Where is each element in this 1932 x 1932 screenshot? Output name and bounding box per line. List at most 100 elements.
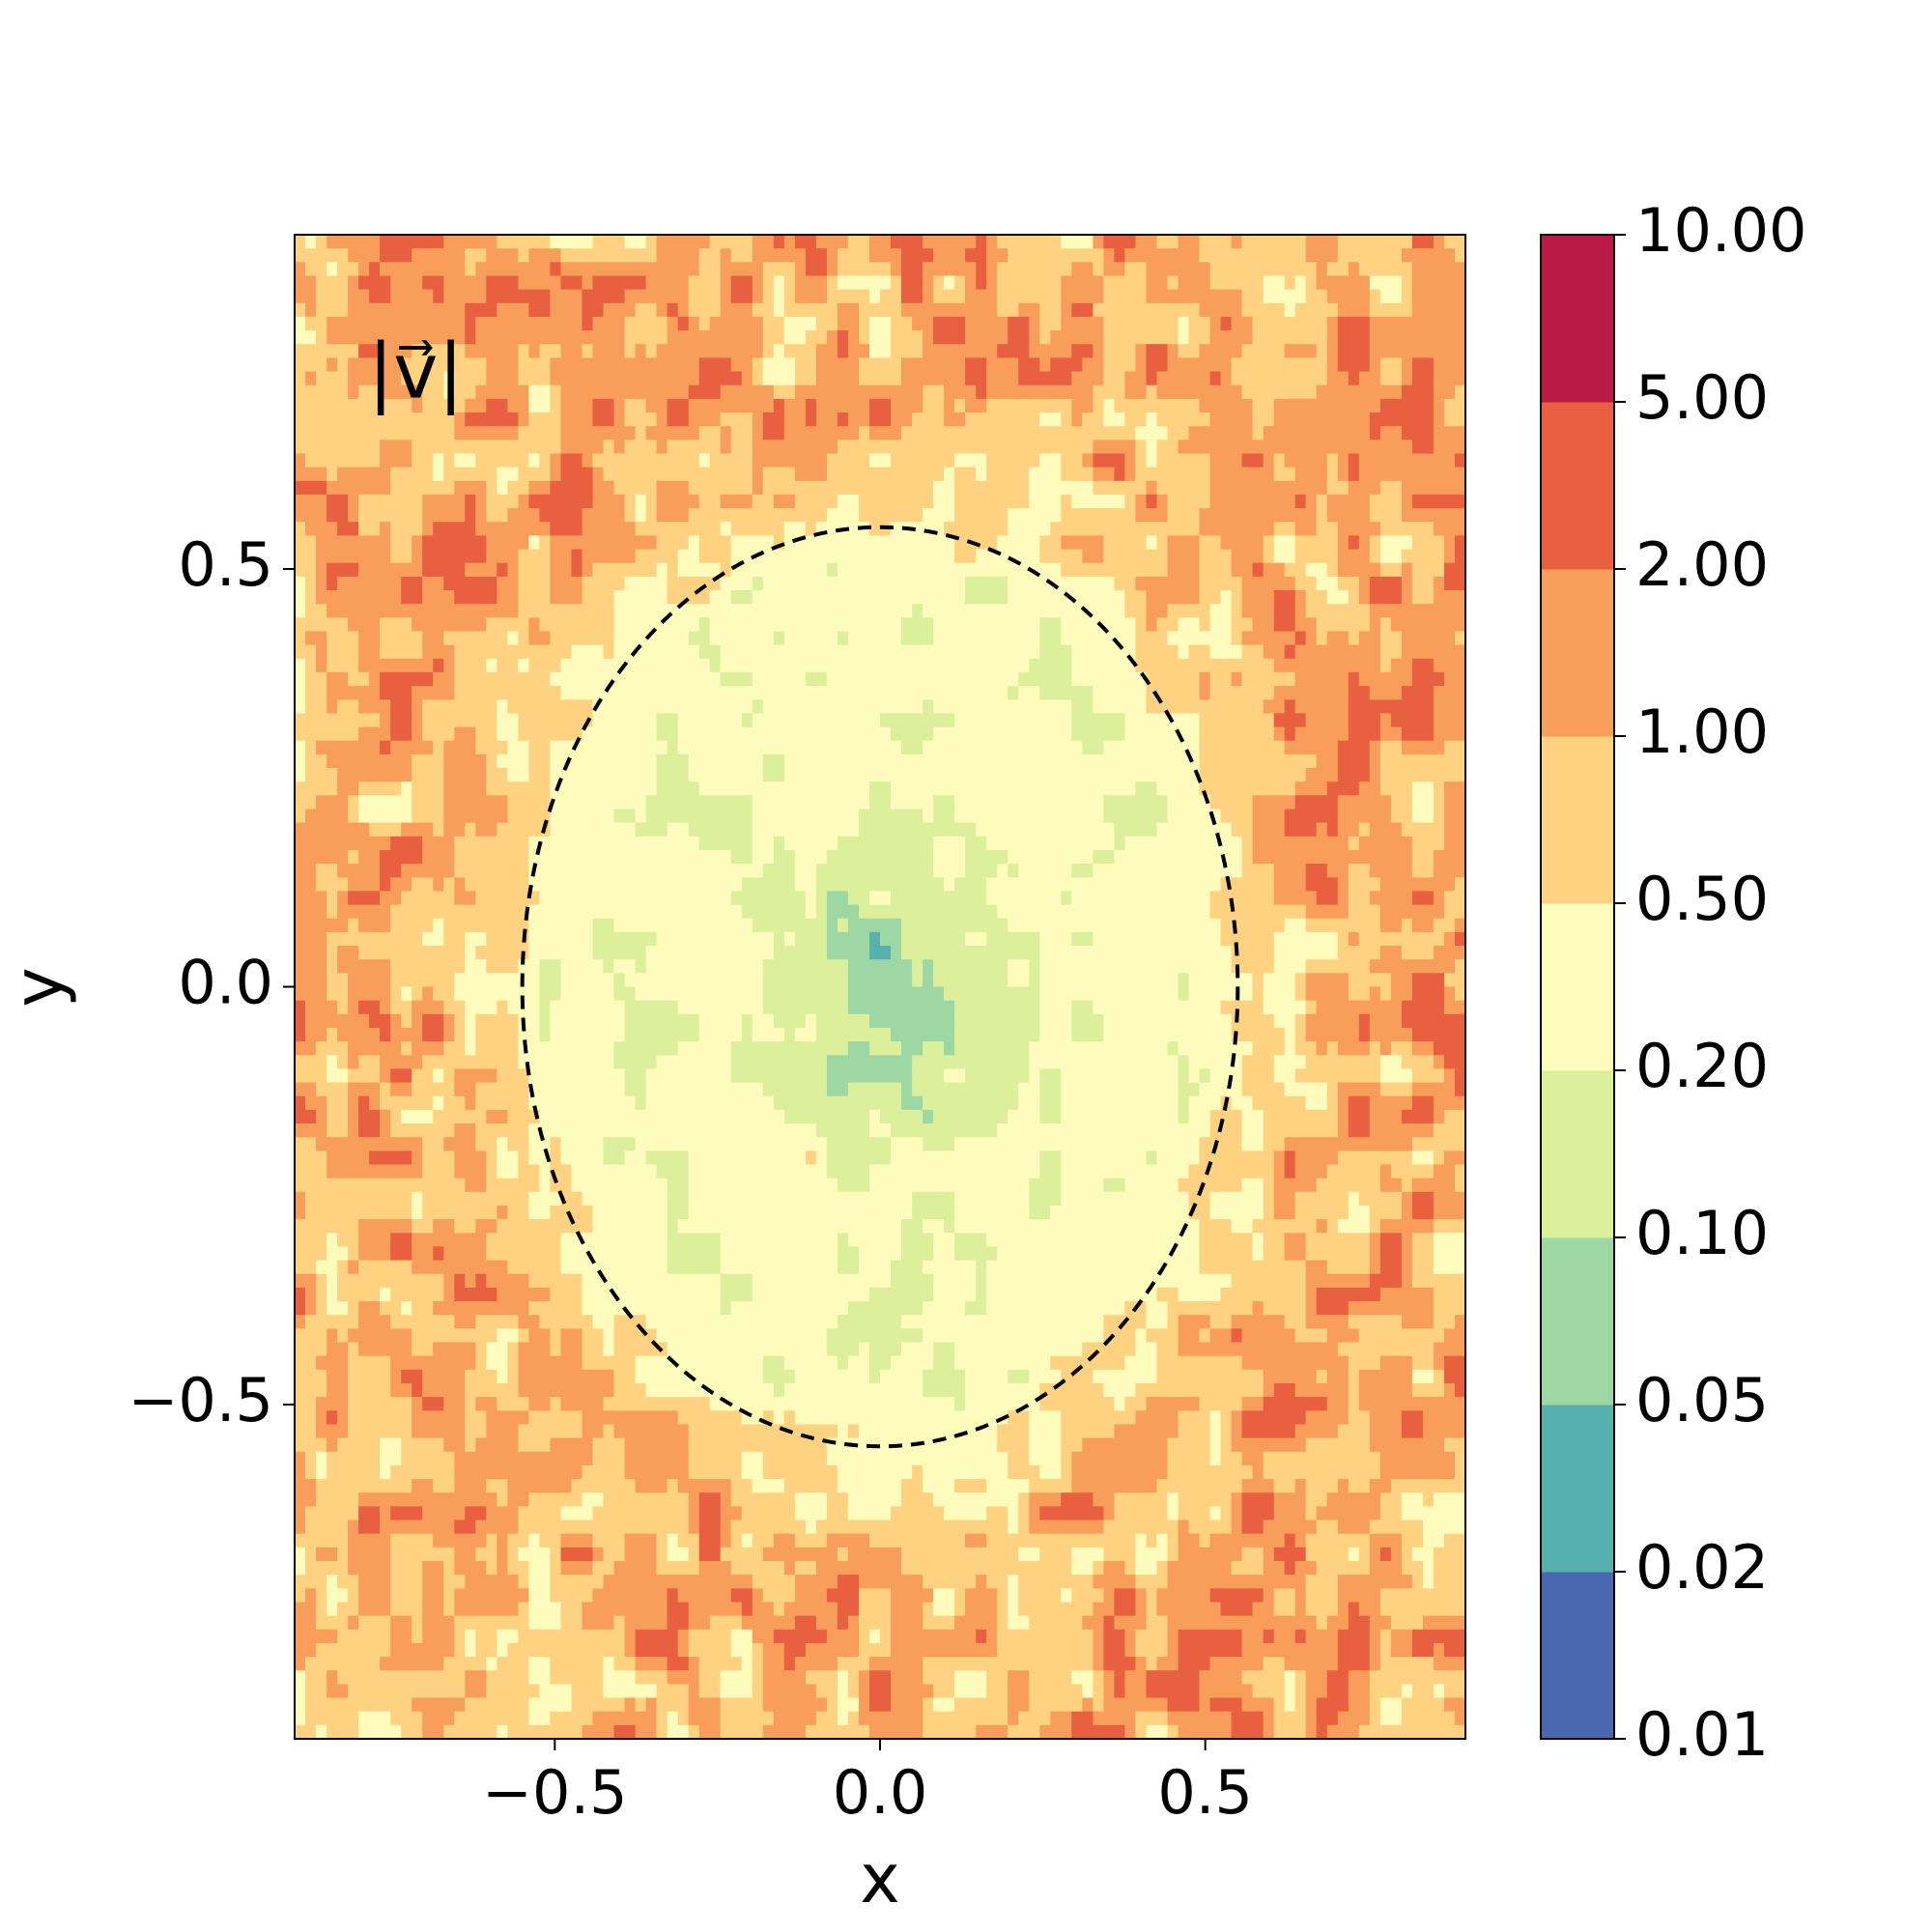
contour-cell [709, 330, 722, 345]
contour-cell [730, 658, 743, 673]
contour-cell [390, 918, 402, 933]
contour-cell [412, 877, 423, 893]
contour-cell [358, 1082, 370, 1097]
contour-cell [592, 440, 605, 455]
contour-cell [560, 1451, 573, 1466]
contour-cell [348, 850, 359, 865]
contour-cell [443, 1315, 455, 1329]
contour-cell [539, 508, 551, 523]
contour-cell [401, 740, 412, 755]
contour-cell [380, 1506, 391, 1521]
contour-cell [337, 412, 349, 427]
contour-cell [528, 522, 540, 536]
contour-cell [528, 1301, 540, 1316]
contour-cell [730, 344, 743, 358]
contour-cell [358, 931, 370, 947]
contour-cell [507, 904, 519, 920]
contour-cell [380, 864, 391, 878]
contour-cell [762, 795, 775, 810]
contour-cell [677, 1410, 690, 1426]
contour-cell [390, 467, 402, 482]
contour-cell [698, 1151, 711, 1166]
contour-cell [475, 658, 487, 673]
contour-cell [550, 1273, 561, 1289]
contour-cell [752, 1520, 764, 1535]
contour-cell [454, 1013, 466, 1029]
contour-cell [624, 1123, 637, 1138]
contour-cell [316, 904, 327, 920]
contour-cell [316, 1191, 327, 1207]
contour-cell [667, 262, 679, 277]
contour-cell [454, 1464, 466, 1480]
contour-cell [433, 768, 444, 782]
contour-cell [709, 1575, 722, 1589]
contour-cell [730, 1410, 743, 1426]
contour-cell [305, 371, 317, 386]
contour-cell [486, 931, 497, 947]
contour-cell [688, 494, 700, 509]
contour-cell [497, 1082, 508, 1097]
contour-cell [422, 1424, 434, 1439]
contour-cell [390, 535, 402, 551]
contour-cell [348, 1342, 359, 1357]
contour-cell [454, 1109, 466, 1124]
contour-cell [582, 931, 594, 947]
contour-cell [688, 357, 700, 373]
contour-cell [656, 658, 668, 673]
contour-cell [720, 877, 732, 893]
contour-cell [528, 344, 540, 358]
contour-cell [730, 480, 743, 496]
contour-cell [677, 904, 690, 920]
contour-cell [295, 768, 306, 782]
contour-cell [677, 822, 690, 838]
contour-cell [497, 1464, 508, 1480]
contour-cell [443, 508, 455, 523]
contour-cell [295, 426, 306, 440]
contour-cell [305, 1492, 317, 1507]
contour-cell [348, 1670, 359, 1685]
contour-cell [528, 384, 540, 400]
contour-cell [698, 1520, 711, 1535]
contour-cell [369, 248, 381, 263]
contour-cell [465, 1424, 476, 1439]
contour-cell [624, 1178, 637, 1193]
contour-cell [635, 289, 647, 304]
contour-cell [486, 357, 497, 373]
contour-cell [603, 1287, 615, 1302]
contour-cell [316, 1315, 327, 1329]
contour-cell [667, 1575, 679, 1589]
contour-cell [497, 590, 508, 605]
contour-cell [613, 877, 626, 893]
contour-cell [295, 1588, 306, 1604]
contour-cell [475, 1068, 487, 1084]
contour-cell [390, 1588, 402, 1604]
contour-cell [603, 1068, 615, 1084]
contour-cell [465, 1219, 476, 1234]
contour-cell [677, 576, 690, 591]
contour-cell [720, 1561, 732, 1576]
contour-cell [645, 398, 658, 413]
contour-cell [688, 1479, 700, 1493]
contour-cell [592, 1273, 605, 1289]
contour-cell [507, 535, 519, 551]
contour-cell [433, 1451, 444, 1466]
contour-cell [348, 1328, 359, 1344]
contour-cell [667, 1137, 679, 1151]
contour-cell [539, 453, 551, 469]
contour-cell [327, 1492, 338, 1507]
contour-cell [752, 1724, 764, 1740]
contour-cell [348, 768, 359, 782]
contour-cell [582, 522, 594, 536]
contour-cell [412, 1684, 423, 1699]
contour-cell [380, 302, 391, 318]
contour-cell [688, 864, 700, 878]
contour-cell [709, 1711, 722, 1726]
contour-cell [677, 631, 690, 646]
contour-cell [327, 344, 338, 358]
contour-cell [645, 1191, 658, 1207]
contour-cell [412, 946, 423, 960]
contour-cell [518, 480, 529, 496]
contour-cell [656, 426, 668, 440]
contour-cell [295, 986, 306, 1002]
contour-cell [592, 467, 605, 482]
